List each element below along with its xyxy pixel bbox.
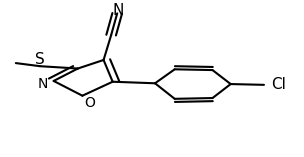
Text: O: O [84, 96, 95, 110]
Text: Cl: Cl [271, 77, 286, 92]
Text: S: S [35, 52, 45, 67]
Text: N: N [112, 3, 124, 18]
Text: N: N [38, 77, 48, 91]
